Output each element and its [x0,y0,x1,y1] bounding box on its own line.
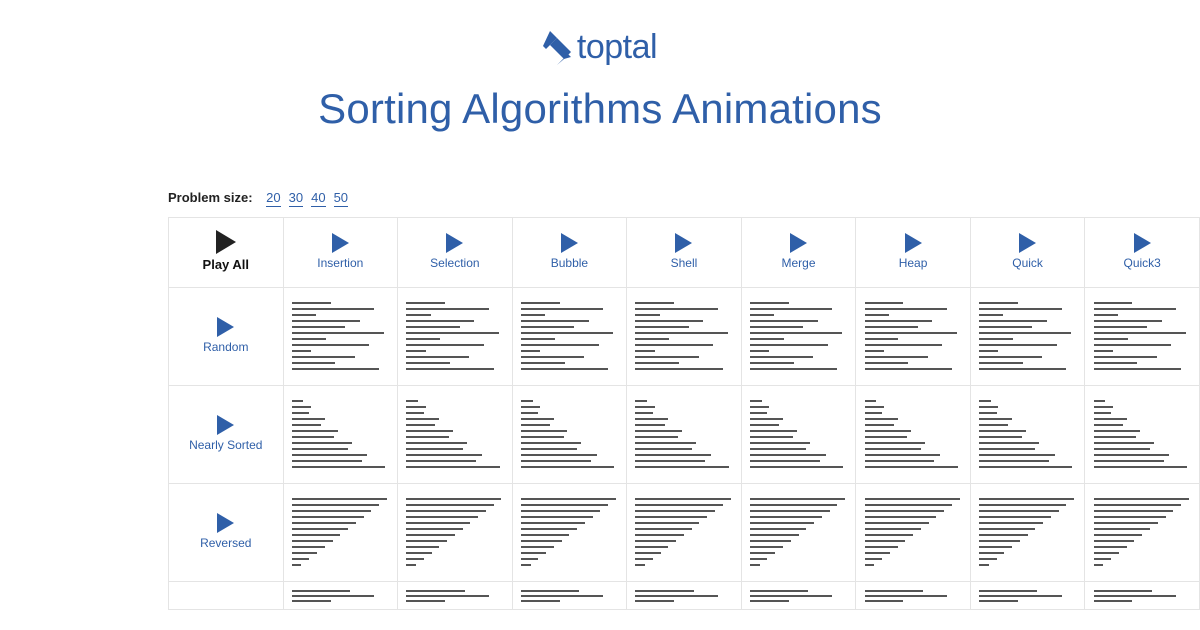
viz-nearly[interactable] [406,398,503,470]
viz-random[interactable] [865,300,962,372]
problem-size-option-20[interactable]: 20 [266,190,280,207]
viz-random[interactable] [635,300,732,372]
play-column-quick[interactable]: Quick [975,224,1081,279]
play-row-reversed[interactable]: Reversed [173,490,279,573]
play-icon [446,233,463,253]
problem-size-row: Problem size: 20 30 40 50 [168,190,1200,207]
viz-nearly[interactable] [521,398,618,470]
play-column-bubble[interactable]: Bubble [517,224,623,279]
play-icon [216,230,236,254]
play-row-nearly[interactable]: Nearly Sorted [173,392,279,475]
viz-random[interactable] [406,300,503,372]
play-icon [561,233,578,253]
brand-logo: toptal [0,0,1200,67]
play-row-reversed-label: Reversed [200,537,251,550]
play-column-merge-label: Merge [782,257,816,270]
play-column-shell-label: Shell [671,257,698,270]
viz-trim[interactable] [1094,588,1191,604]
viz-nearly[interactable] [865,398,962,470]
play-column-quick3-label: Quick3 [1124,257,1161,270]
viz-trim[interactable] [979,588,1076,604]
viz-random[interactable] [292,300,389,372]
play-column-selection[interactable]: Selection [402,224,508,279]
problem-size-option-30[interactable]: 30 [289,190,303,207]
play-column-bubble-label: Bubble [551,257,588,270]
play-column-shell[interactable]: Shell [631,224,737,279]
play-column-insertion-label: Insertion [317,257,363,270]
play-icon [332,233,349,253]
viz-nearly[interactable] [1094,398,1191,470]
algorithms-grid: Play All Insertion Selection Bubble Shell Mer… [168,217,1200,610]
play-icon [1019,233,1036,253]
play-column-merge[interactable]: Merge [746,224,852,279]
play-row-random[interactable]: Random [173,294,279,377]
problem-size-option-40[interactable]: 40 [311,190,325,207]
page-title: Sorting Algorithms Animations [0,85,1200,133]
problem-size-option-50[interactable]: 50 [334,190,348,207]
viz-reversed[interactable] [635,496,732,568]
play-all-button[interactable]: Play All [173,224,279,279]
brand-name: toptal [577,28,657,67]
viz-trim[interactable] [635,588,732,604]
play-icon [217,317,234,337]
play-icon [790,233,807,253]
play-row-random-label: Random [203,341,248,354]
play-column-quick3[interactable]: Quick3 [1089,224,1195,279]
play-all-button-label: Play All [203,258,249,272]
viz-nearly[interactable] [292,398,389,470]
viz-random[interactable] [979,300,1076,372]
play-column-insertion[interactable]: Insertion [288,224,394,279]
viz-nearly[interactable] [979,398,1076,470]
viz-trim[interactable] [865,588,962,604]
viz-trim[interactable] [406,588,503,604]
play-column-selection-label: Selection [430,257,479,270]
play-row-nearly-label: Nearly Sorted [189,439,262,452]
viz-reversed[interactable] [865,496,962,568]
viz-trim[interactable] [750,588,847,604]
play-column-quick-label: Quick [1012,257,1043,270]
play-column-heap[interactable]: Heap [860,224,966,279]
viz-reversed[interactable] [979,496,1076,568]
viz-random[interactable] [1094,300,1191,372]
viz-random[interactable] [521,300,618,372]
viz-reversed[interactable] [406,496,503,568]
play-column-heap-label: Heap [899,257,928,270]
viz-trim[interactable] [292,588,389,604]
problem-size-label: Problem size: [168,190,253,205]
play-icon [217,513,234,533]
viz-nearly[interactable] [750,398,847,470]
viz-random[interactable] [750,300,847,372]
play-icon [675,233,692,253]
viz-nearly[interactable] [635,398,732,470]
toptal-icon [543,31,571,65]
viz-reversed[interactable] [521,496,618,568]
viz-reversed[interactable] [1094,496,1191,568]
viz-reversed[interactable] [292,496,389,568]
viz-reversed[interactable] [750,496,847,568]
play-icon [217,415,234,435]
viz-trim[interactable] [521,588,618,604]
play-icon [1134,233,1151,253]
play-icon [905,233,922,253]
